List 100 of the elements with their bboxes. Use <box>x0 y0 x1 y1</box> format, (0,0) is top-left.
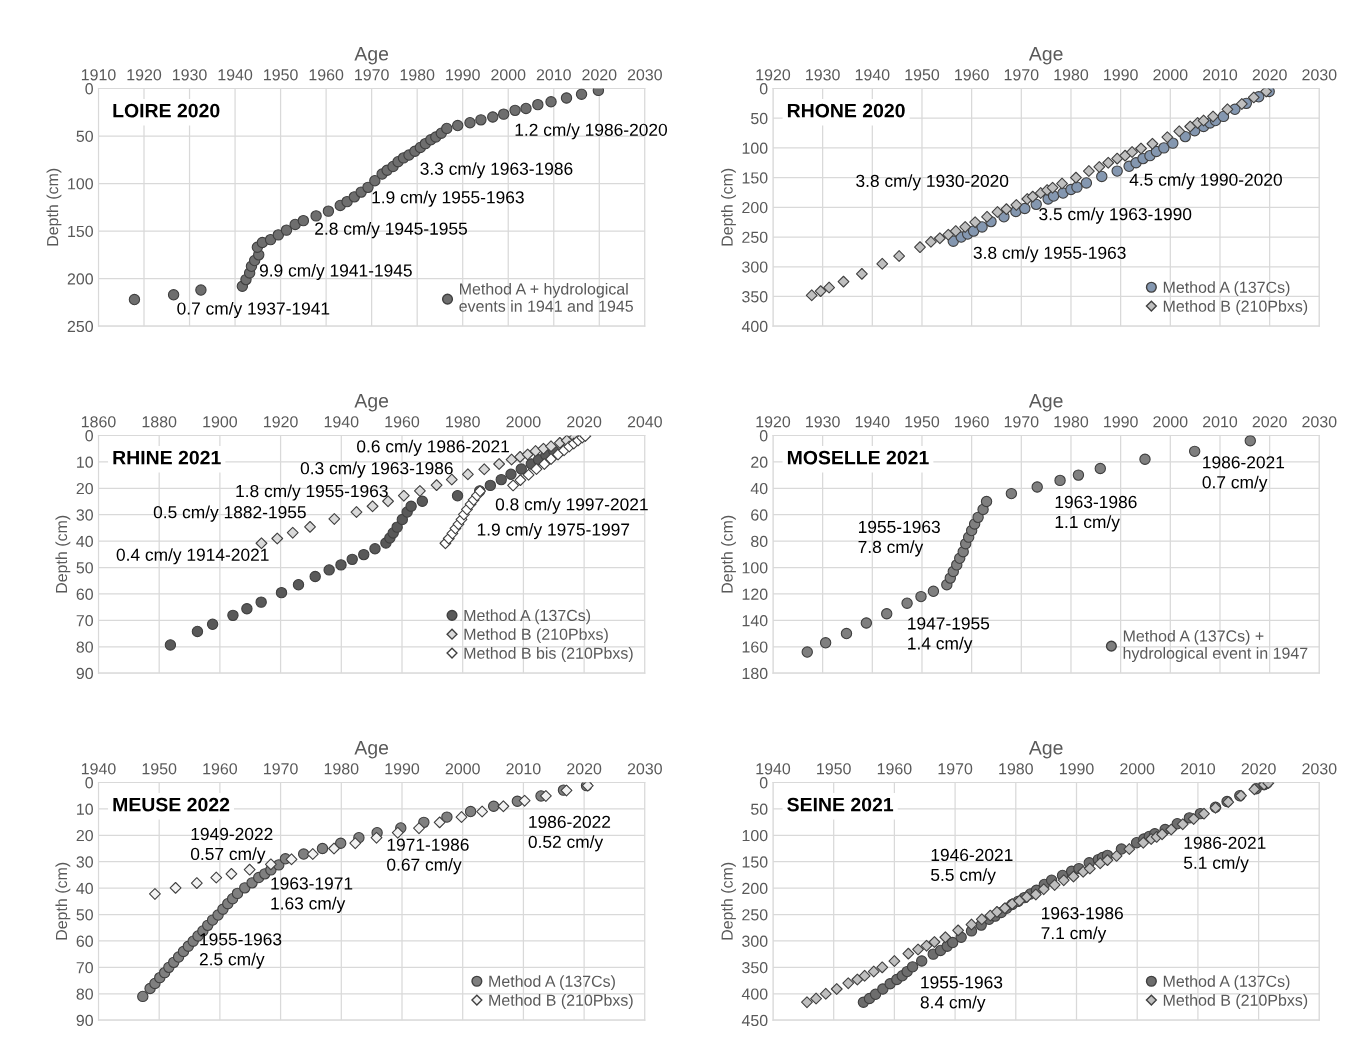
x-tick-label: 2010 <box>1180 763 1216 775</box>
annotation: 0.5 cm/y 1882-1955 <box>153 505 306 522</box>
annotation: 1963-1986 7.1 cm/y <box>1041 907 1123 943</box>
y-axis-title: Depth (cm) <box>55 515 71 593</box>
x-tick-label: 1970 <box>264 763 298 775</box>
legend-label: Method A (137Cs) <box>489 975 615 991</box>
y-tick-label: 40 <box>76 882 93 895</box>
x-tick-label: 1970 <box>1004 416 1039 428</box>
x-tick-label: 1940 <box>324 416 359 428</box>
annotation: 1.8 cm/y 1955-1963 <box>236 484 388 501</box>
legend-label: Method A (137Cs) <box>464 609 591 625</box>
x-tick-label: 2030 <box>627 763 662 775</box>
x-tick-label: 1940 <box>81 763 116 775</box>
x-tick-label: 1950 <box>817 763 851 775</box>
x-tick-label: 2000 <box>1153 416 1188 428</box>
x-tick-label: 1990 <box>1104 69 1138 81</box>
y-tick-label: 300 <box>742 261 768 273</box>
y-tick-label: 60 <box>76 588 93 600</box>
text: MOSELLE 2021 <box>787 450 929 465</box>
annotation: 0.4 cm/y 1914-2021 <box>116 548 269 565</box>
x-tick-label: 1950 <box>905 416 940 428</box>
y-tick-label: 350 <box>742 961 768 974</box>
x-tick-label: 2010 <box>536 69 571 81</box>
legend-label: Method A (137Cs) + hydrological event in 1947 <box>1123 629 1308 662</box>
y-tick-label: 100 <box>68 178 93 190</box>
x-tick-label: 1980 <box>324 763 359 775</box>
x-axis-title: Age <box>1028 394 1063 412</box>
annotation: 1963-1971 1.63 cm/y <box>271 877 353 913</box>
y-tick-label: 200 <box>67 273 93 285</box>
y-tick-label: 30 <box>76 856 93 868</box>
x-tick-label: 1940 <box>855 69 890 81</box>
x-tick-label: 1960 <box>955 416 989 428</box>
x-tick-label: 1950 <box>264 69 298 81</box>
legend-label: Method A (137Cs) <box>1163 975 1290 991</box>
annotation: 1963-1986 1.1 cm/y <box>1055 495 1137 532</box>
y-tick-label: 80 <box>76 988 93 1000</box>
x-tick-label: 1950 <box>905 69 940 81</box>
annotation: 0.3 cm/y 1963-1986 <box>300 461 453 478</box>
y-tick-label: 40 <box>750 482 768 495</box>
y-tick-label: 350 <box>742 291 768 303</box>
legend-label: Method A (137Cs) <box>1163 281 1290 297</box>
y-axis-title: Depth (cm) <box>721 862 736 940</box>
legend-label: Method B (210Pbxs) <box>464 628 608 644</box>
y-tick-label: 60 <box>751 509 768 521</box>
y-axis-title: Depth (cm) <box>721 515 736 593</box>
x-tick-label: 1910 <box>81 69 116 81</box>
text: MEUSE 2022 <box>113 797 230 812</box>
y-tick-label: 120 <box>742 588 768 600</box>
y-tick-label: 80 <box>751 535 768 548</box>
y-tick-label: 250 <box>742 909 768 921</box>
x-tick-label: 1960 <box>203 763 238 775</box>
x-tick-label: 1950 <box>142 763 177 775</box>
y-tick-label: 50 <box>76 130 93 142</box>
annotation: 1971-1986 0.67 cm/y <box>387 838 469 875</box>
y-tick-label: 180 <box>742 667 768 680</box>
x-tick-label: 2010 <box>1203 69 1238 81</box>
x-tick-label: 1940 <box>218 69 253 81</box>
x-tick-label: 2030 <box>1302 416 1337 428</box>
legend-label: Method B (210Pbxs) <box>1163 300 1308 315</box>
x-tick-label: 1980 <box>400 69 435 81</box>
x-tick-label: 2000 <box>491 69 526 81</box>
annotation: 3.8 cm/y 1955-1963 <box>973 246 1126 263</box>
y-tick-label: 400 <box>741 988 768 1000</box>
y-tick-label: 10 <box>77 803 93 815</box>
x-tick-label: 1970 <box>355 69 389 81</box>
y-tick-label: 160 <box>742 641 768 653</box>
y-tick-label: 150 <box>742 172 768 184</box>
x-tick-label: 1990 <box>446 69 480 81</box>
x-axis-title: Age <box>354 394 389 412</box>
annotation: 3.5 cm/y 1963-1990 <box>1039 207 1192 224</box>
y-tick-label: 100 <box>742 829 768 842</box>
x-axis-title: Age <box>354 741 389 759</box>
y-tick-label: 0 <box>85 777 93 789</box>
annotation: 1.9 cm/y 1955-1963 <box>372 190 524 207</box>
annotation: 3.8 cm/y 1930-2020 <box>856 174 1009 191</box>
y-tick-label: 50 <box>750 112 768 125</box>
y-tick-label: 0 <box>759 777 768 789</box>
annotation: 1955-1963 7.8 cm/y <box>858 520 940 557</box>
x-tick-label: 2000 <box>445 763 480 775</box>
y-tick-label: 0 <box>85 430 93 442</box>
annotation: 1947-1955 1.4 cm/y <box>908 617 990 653</box>
x-tick-label: 1900 <box>203 416 238 428</box>
x-tick-label: 1960 <box>385 416 420 428</box>
y-tick-label: 200 <box>742 882 768 895</box>
annotation: 1946-2021 5.5 cm/y <box>931 848 1013 885</box>
annotation: 1986-2022 0.52 cm/y <box>528 815 611 852</box>
x-tick-label: 2030 <box>1302 763 1337 775</box>
x-tick-label: 1980 <box>1054 69 1089 81</box>
annotation: 1955-1963 2.5 cm/y <box>199 933 282 969</box>
y-tick-label: 400 <box>741 320 768 333</box>
y-tick-label: 150 <box>68 225 93 238</box>
y-axis-title: Depth (cm) <box>55 862 71 940</box>
text: RHINE 2021 <box>113 450 221 465</box>
y-tick-label: 90 <box>76 667 93 680</box>
y-tick-label: 0 <box>85 83 93 95</box>
x-axis-title: Age <box>1028 741 1063 759</box>
x-axis-title: Age <box>354 47 389 65</box>
x-tick-label: 1990 <box>1059 763 1094 775</box>
y-tick-label: 300 <box>742 935 768 947</box>
x-tick-label: 1930 <box>806 69 840 81</box>
